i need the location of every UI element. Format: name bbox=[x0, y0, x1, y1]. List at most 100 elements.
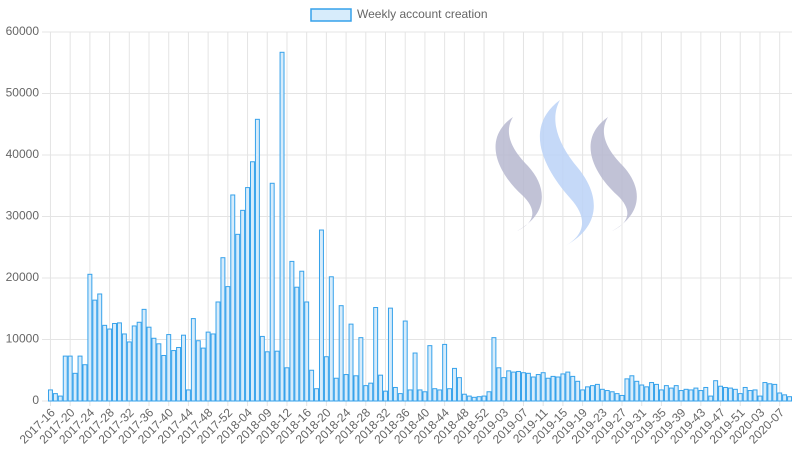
bar bbox=[378, 374, 384, 402]
bar bbox=[525, 372, 531, 402]
bar bbox=[673, 385, 679, 402]
bar bbox=[67, 355, 73, 402]
bar bbox=[634, 380, 640, 402]
bar bbox=[87, 273, 93, 402]
bar bbox=[471, 396, 477, 402]
bar bbox=[240, 209, 246, 402]
bar bbox=[496, 367, 502, 402]
bar bbox=[535, 374, 541, 402]
bar bbox=[683, 388, 689, 402]
bar bbox=[373, 307, 379, 402]
bar bbox=[619, 394, 625, 402]
bar bbox=[747, 390, 753, 402]
bar bbox=[151, 337, 157, 402]
bar bbox=[116, 322, 122, 402]
bar bbox=[126, 341, 132, 402]
bar bbox=[614, 393, 620, 402]
bar bbox=[772, 383, 778, 402]
bar bbox=[314, 388, 320, 402]
bar bbox=[294, 286, 300, 402]
bar bbox=[97, 293, 103, 402]
bar bbox=[185, 389, 191, 402]
bar bbox=[787, 396, 793, 402]
bar bbox=[491, 337, 497, 402]
bar bbox=[338, 305, 344, 402]
bar bbox=[348, 323, 354, 402]
bar bbox=[570, 375, 576, 402]
bar bbox=[560, 373, 566, 402]
bar bbox=[663, 385, 669, 402]
bar bbox=[604, 390, 610, 402]
bar bbox=[609, 391, 615, 402]
bar bbox=[82, 364, 88, 402]
bar bbox=[274, 350, 280, 402]
bar bbox=[328, 276, 334, 402]
bar bbox=[245, 187, 251, 402]
bar bbox=[752, 389, 758, 402]
y-tick-label: 20000 bbox=[6, 270, 40, 284]
bar bbox=[235, 233, 241, 402]
bar bbox=[580, 389, 586, 402]
bar bbox=[136, 321, 142, 402]
bar bbox=[102, 324, 108, 402]
bar bbox=[481, 395, 487, 402]
bar bbox=[737, 393, 743, 402]
bar bbox=[486, 391, 492, 402]
bar bbox=[52, 393, 58, 402]
bar bbox=[47, 389, 53, 402]
bar bbox=[210, 333, 216, 402]
bar bbox=[304, 301, 310, 402]
bar bbox=[732, 388, 738, 402]
bar bbox=[363, 385, 369, 402]
bar bbox=[698, 390, 704, 402]
bar bbox=[762, 382, 768, 402]
bar bbox=[782, 394, 788, 402]
bar bbox=[131, 325, 137, 402]
bar bbox=[166, 334, 172, 402]
bar bbox=[442, 343, 448, 402]
bar bbox=[215, 301, 221, 402]
bar bbox=[387, 307, 393, 402]
bar bbox=[767, 383, 773, 402]
bar bbox=[545, 377, 551, 402]
bar bbox=[520, 372, 526, 402]
bar bbox=[323, 356, 329, 402]
steem-logo bbox=[495, 100, 637, 246]
bar bbox=[250, 161, 255, 402]
bar bbox=[383, 390, 388, 402]
plot: 01000020000300004000050000600002017-1620… bbox=[6, 7, 793, 447]
bar bbox=[777, 392, 783, 402]
bar bbox=[678, 390, 684, 402]
bar bbox=[668, 387, 674, 402]
bar bbox=[309, 369, 315, 402]
bar bbox=[407, 389, 413, 402]
bar bbox=[353, 375, 359, 402]
bar bbox=[402, 320, 408, 402]
bar bbox=[161, 354, 167, 402]
bar bbox=[723, 386, 728, 402]
bar bbox=[279, 51, 285, 402]
bar bbox=[456, 377, 462, 402]
y-tick-label: 0 bbox=[32, 393, 39, 407]
bar bbox=[412, 352, 418, 402]
bar bbox=[299, 270, 305, 402]
y-tick-label: 50000 bbox=[6, 86, 40, 100]
bar bbox=[718, 385, 724, 402]
bar bbox=[589, 385, 595, 402]
bar bbox=[200, 347, 206, 402]
y-tick-label: 40000 bbox=[6, 147, 40, 161]
bar bbox=[392, 386, 398, 402]
bar bbox=[644, 386, 650, 402]
bar bbox=[284, 367, 290, 402]
bar bbox=[141, 308, 147, 402]
legend-label: Weekly account creation bbox=[357, 7, 488, 21]
bar bbox=[230, 194, 236, 402]
bar bbox=[181, 334, 186, 402]
bar bbox=[220, 257, 226, 402]
bar bbox=[727, 387, 733, 402]
bar bbox=[658, 389, 664, 402]
bar bbox=[205, 331, 211, 402]
bar bbox=[121, 333, 127, 402]
bar bbox=[397, 393, 403, 402]
